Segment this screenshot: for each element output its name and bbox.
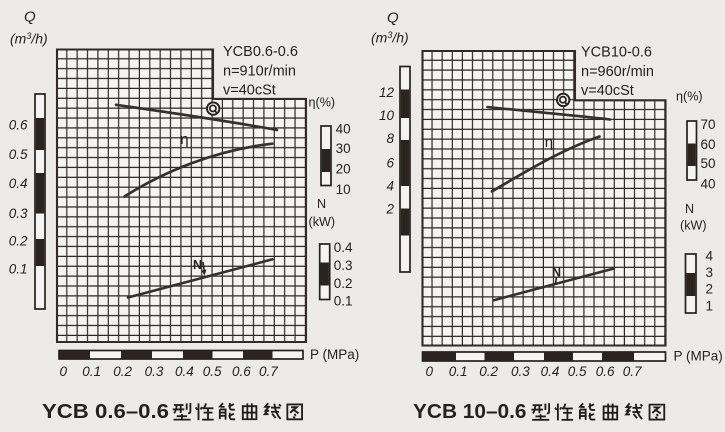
svg-text:0.1: 0.1 xyxy=(9,261,28,276)
svg-text:(m3/h): (m3/h) xyxy=(10,31,48,47)
svg-text:N: N xyxy=(317,197,326,211)
svg-text:4: 4 xyxy=(706,248,714,263)
svg-text:η: η xyxy=(180,131,188,148)
svg-text:N: N xyxy=(193,258,202,272)
svg-text:0.1: 0.1 xyxy=(82,364,101,379)
svg-text:0.3: 0.3 xyxy=(9,206,28,221)
svg-text:P (MPa): P (MPa) xyxy=(674,349,723,364)
svg-text:0.3: 0.3 xyxy=(511,364,530,379)
svg-text:4: 4 xyxy=(386,179,394,194)
svg-text:η(%): η(%) xyxy=(676,90,703,104)
svg-text:0.5: 0.5 xyxy=(9,147,28,162)
svg-text:0: 0 xyxy=(425,364,433,379)
svg-text:n=960r/min: n=960r/min xyxy=(581,64,654,80)
svg-text:Q: Q xyxy=(387,10,399,27)
svg-text:N: N xyxy=(552,266,561,280)
svg-text:60: 60 xyxy=(701,137,716,152)
svg-text:0.5: 0.5 xyxy=(203,364,222,379)
svg-text:50: 50 xyxy=(701,156,716,171)
svg-text:0.2: 0.2 xyxy=(334,276,353,291)
svg-text:v=40cSt: v=40cSt xyxy=(223,83,276,99)
svg-text:0.1: 0.1 xyxy=(449,364,468,379)
svg-text:0.4: 0.4 xyxy=(541,364,560,379)
svg-text:YCB10-0.6: YCB10-0.6 xyxy=(581,45,652,61)
svg-text:0.3: 0.3 xyxy=(334,258,353,273)
svg-text:0.7: 0.7 xyxy=(259,364,278,379)
svg-text:η: η xyxy=(545,134,553,151)
svg-text:0.6: 0.6 xyxy=(596,364,615,379)
svg-text:0.1: 0.1 xyxy=(334,294,353,309)
svg-text:0.4: 0.4 xyxy=(175,364,194,379)
svg-text:v=40cSt: v=40cSt xyxy=(581,83,634,99)
svg-text:0.4: 0.4 xyxy=(9,176,28,191)
svg-text:10: 10 xyxy=(336,182,351,197)
svg-text:Q: Q xyxy=(24,9,36,26)
svg-text:12: 12 xyxy=(379,85,395,100)
svg-text:0.2: 0.2 xyxy=(9,233,28,248)
svg-text:40: 40 xyxy=(336,121,351,136)
svg-text:6: 6 xyxy=(386,155,394,170)
svg-text:YCB0.6-0.6: YCB0.6-0.6 xyxy=(223,44,298,60)
svg-text:30: 30 xyxy=(336,141,351,156)
svg-text:0.2: 0.2 xyxy=(479,364,498,379)
svg-text:η(%): η(%) xyxy=(309,96,336,110)
svg-text:3: 3 xyxy=(706,265,714,280)
svg-text:70: 70 xyxy=(701,117,716,132)
svg-text:0: 0 xyxy=(59,364,67,379)
svg-text:0.6: 0.6 xyxy=(9,118,28,133)
svg-text:8: 8 xyxy=(386,131,394,146)
svg-text:(m3/h): (m3/h) xyxy=(371,30,409,46)
svg-text:0.5: 0.5 xyxy=(568,364,587,379)
svg-text:40: 40 xyxy=(701,176,716,191)
svg-text:n=910r/min: n=910r/min xyxy=(223,64,296,80)
svg-text:0.4: 0.4 xyxy=(334,240,353,255)
svg-text:20: 20 xyxy=(336,162,351,177)
svg-text:N: N xyxy=(685,202,694,216)
svg-text:YCB 0.6–0.6: YCB 0.6–0.6 xyxy=(42,401,169,423)
svg-text:2: 2 xyxy=(385,202,394,217)
svg-text:0.7: 0.7 xyxy=(623,364,642,379)
svg-text:0.6: 0.6 xyxy=(232,364,251,379)
svg-text:P (MPa): P (MPa) xyxy=(310,347,359,362)
svg-text:1: 1 xyxy=(706,298,714,313)
svg-text:0.2: 0.2 xyxy=(113,364,132,379)
svg-text:(kW): (kW) xyxy=(680,219,707,233)
svg-text:(kW): (kW) xyxy=(309,215,336,229)
svg-text:10: 10 xyxy=(379,108,395,123)
svg-text:YCB 10–0.6: YCB 10–0.6 xyxy=(413,401,527,423)
svg-text:2: 2 xyxy=(706,282,714,297)
svg-text:0.3: 0.3 xyxy=(145,364,164,379)
